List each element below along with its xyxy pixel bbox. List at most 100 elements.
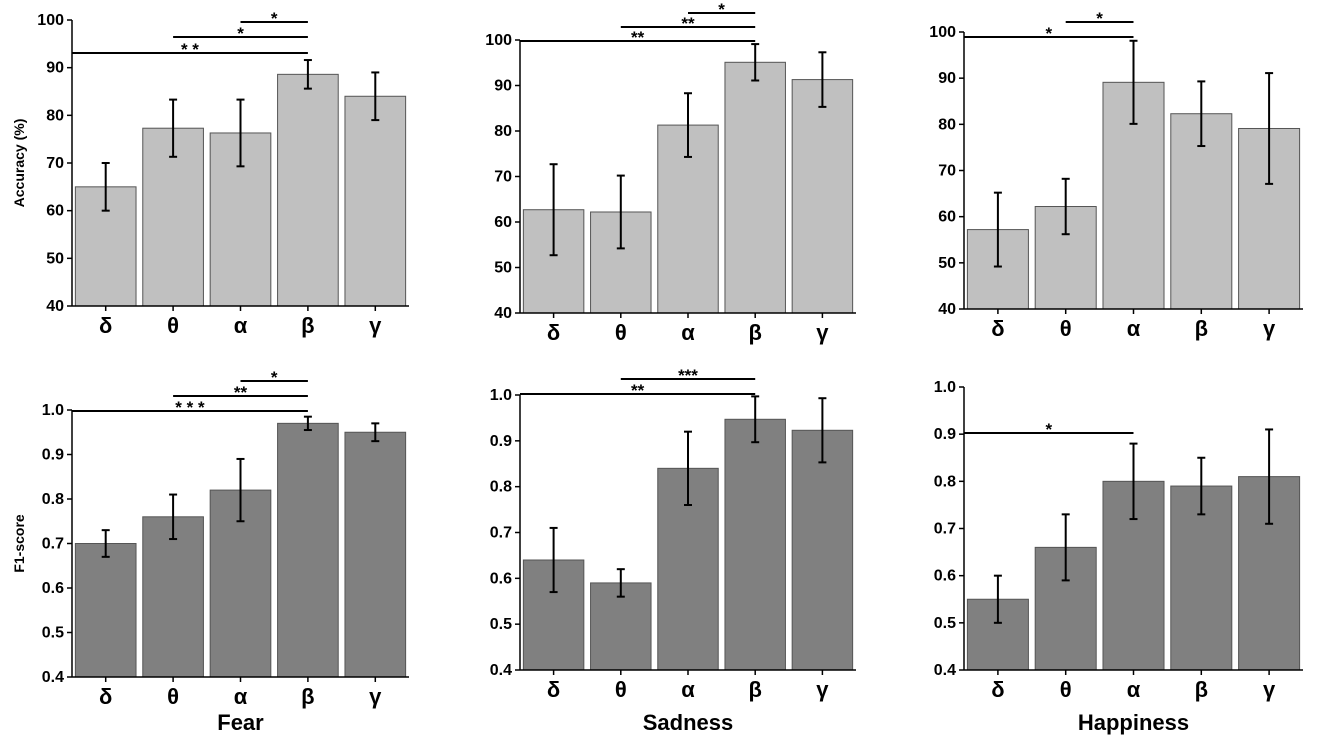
significance-label-f1-fear-0: * bbox=[271, 368, 278, 387]
x-tick-label-f1-sadness-0: δ bbox=[547, 677, 560, 702]
error-bar-f1-fear-1 bbox=[169, 493, 178, 541]
significance-label-f1-sadness-1: ** bbox=[631, 381, 645, 400]
error-bar-accuracy-fear-3 bbox=[303, 59, 312, 90]
y-tick-label-accuracy-sadness-5: 90 bbox=[494, 78, 512, 95]
x-tick-label-f1-happiness-1: θ bbox=[1060, 677, 1072, 702]
x-tick-label-f1-fear-1: θ bbox=[167, 684, 179, 709]
significance-label-accuracy-sadness-2: ** bbox=[631, 28, 645, 47]
y-tick-label-accuracy-sadness-0: 40 bbox=[494, 305, 512, 322]
error-bar-f1-happiness-3 bbox=[1197, 456, 1206, 516]
error-bar-f1-happiness-1 bbox=[1061, 513, 1070, 582]
x-tick-label-accuracy-fear-4: γ bbox=[369, 313, 382, 338]
y-tick-label-f1-happiness-6: 1.0 bbox=[934, 379, 956, 396]
y-tick-label-f1-sadness-0: 0.4 bbox=[490, 662, 512, 679]
bar-f1-sadness-4 bbox=[791, 429, 854, 671]
x-axis-title-f1-sadness: Sadness bbox=[643, 710, 734, 735]
bar-f1-fear-3 bbox=[277, 422, 339, 678]
y-tick-label-accuracy-sadness-4: 80 bbox=[494, 123, 512, 140]
significance-label-f1-happiness-0: * bbox=[1045, 420, 1052, 439]
y-tick-label-f1-fear-6: 1.0 bbox=[42, 402, 64, 419]
x-tick-label-f1-sadness-4: γ bbox=[816, 677, 829, 702]
error-bar-f1-fear-0 bbox=[101, 529, 110, 558]
x-tick-label-accuracy-happiness-4: γ bbox=[1263, 316, 1276, 341]
y-tick-label-accuracy-fear-0: 40 bbox=[46, 298, 64, 315]
error-bar-accuracy-sadness-3 bbox=[751, 43, 760, 82]
y-tick-label-accuracy-sadness-2: 60 bbox=[494, 214, 512, 231]
bar-accuracy-fear-4 bbox=[344, 95, 407, 307]
x-tick-label-accuracy-happiness-1: θ bbox=[1060, 316, 1072, 341]
x-tick-label-accuracy-fear-3: β bbox=[301, 313, 314, 338]
y-tick-label-f1-happiness-2: 0.6 bbox=[934, 568, 956, 585]
x-tick-label-f1-happiness-4: γ bbox=[1263, 677, 1276, 702]
y-tick-label-accuracy-fear-3: 70 bbox=[46, 155, 64, 172]
x-axis-title-f1-happiness: Happiness bbox=[1078, 710, 1189, 735]
error-bar-accuracy-sadness-2 bbox=[684, 92, 692, 158]
bar-f1-fear-1 bbox=[142, 516, 204, 678]
y-tick-label-accuracy-happiness-5: 90 bbox=[938, 70, 956, 87]
bar-accuracy-sadness-4 bbox=[791, 79, 854, 314]
x-tick-label-accuracy-fear-0: δ bbox=[99, 313, 112, 338]
y-tick-label-f1-sadness-1: 0.5 bbox=[490, 616, 512, 633]
x-tick-label-accuracy-sadness-0: δ bbox=[547, 320, 560, 345]
y-tick-label-accuracy-happiness-0: 40 bbox=[938, 301, 956, 318]
y-tick-label-accuracy-happiness-4: 80 bbox=[938, 116, 956, 133]
y-tick-label-f1-happiness-0: 0.4 bbox=[934, 662, 956, 679]
x-tick-label-accuracy-happiness-2: α bbox=[1127, 316, 1141, 341]
y-tick-label-f1-happiness-1: 0.5 bbox=[934, 615, 956, 632]
x-axis-title-f1-fear: Fear bbox=[217, 710, 264, 735]
bar-f1-fear-4 bbox=[344, 431, 407, 678]
error-bar-f1-fear-4 bbox=[371, 422, 380, 443]
error-bar-accuracy-sadness-1 bbox=[616, 174, 625, 250]
x-tick-label-accuracy-fear-2: α bbox=[234, 313, 248, 338]
significance-label-accuracy-fear-2: * * bbox=[181, 40, 199, 59]
y-tick-label-f1-sadness-3: 0.7 bbox=[490, 525, 512, 542]
y-tick-label-f1-fear-2: 0.6 bbox=[42, 580, 64, 597]
significance-label-accuracy-happiness-1: * bbox=[1045, 24, 1052, 43]
bar-accuracy-fear-3 bbox=[277, 73, 339, 307]
error-bar-accuracy-happiness-3 bbox=[1197, 80, 1206, 148]
x-tick-label-f1-sadness-2: α bbox=[681, 677, 695, 702]
error-bar-f1-sadness-2 bbox=[684, 430, 692, 506]
x-tick-label-f1-happiness-2: α bbox=[1127, 677, 1141, 702]
x-tick-label-f1-fear-2: α bbox=[234, 684, 248, 709]
x-tick-label-accuracy-sadness-3: β bbox=[748, 320, 761, 345]
significance-label-f1-sadness-0: *** bbox=[678, 366, 698, 385]
y-tick-label-accuracy-fear-5: 90 bbox=[46, 60, 64, 77]
panel-f1-fear: 0.40.50.60.70.80.91.0δ θ α β γF1-scoreFear**… bbox=[11, 368, 409, 735]
y-tick-label-f1-fear-1: 0.5 bbox=[42, 625, 64, 642]
significance-label-accuracy-sadness-0: * bbox=[718, 0, 725, 19]
y-tick-label-f1-sadness-6: 1.0 bbox=[490, 387, 512, 404]
error-bar-f1-fear-3 bbox=[303, 415, 312, 432]
y-tick-label-accuracy-happiness-3: 70 bbox=[938, 163, 956, 180]
error-bar-accuracy-fear-4 bbox=[371, 71, 380, 122]
error-bar-accuracy-fear-0 bbox=[101, 162, 110, 212]
error-bar-f1-happiness-0 bbox=[993, 574, 1002, 624]
y-tick-label-f1-happiness-5: 0.9 bbox=[934, 426, 956, 443]
y-tick-label-f1-sadness-2: 0.6 bbox=[490, 570, 512, 587]
panel-f1-happiness: 0.4 0.5 0.6 0.7 0.8 0.9 1.0 δ θ α β γ Happiness * bbox=[934, 379, 1303, 735]
error-bar-accuracy-sadness-0 bbox=[549, 163, 558, 257]
y-axis-title-accuracy-fear: Accuracy (%) bbox=[11, 119, 27, 208]
bar-f1-happiness-3 bbox=[1170, 485, 1233, 671]
panel-accuracy-happiness: 40 50 60 70 80 90 100 δ θ α β γ * * bbox=[929, 9, 1303, 341]
error-bar-accuracy-happiness-2 bbox=[1129, 39, 1138, 125]
error-bar-accuracy-fear-2 bbox=[236, 98, 245, 168]
significance-label-accuracy-fear-0: * bbox=[271, 9, 278, 28]
significance-label-accuracy-sadness-1: ** bbox=[681, 14, 695, 33]
y-tick-label-accuracy-fear-2: 60 bbox=[46, 203, 64, 220]
significance-label-f1-fear-1: ** bbox=[234, 383, 248, 402]
x-tick-label-f1-fear-3: β bbox=[301, 684, 314, 709]
x-tick-label-f1-sadness-1: θ bbox=[615, 677, 627, 702]
x-tick-label-f1-happiness-0: δ bbox=[991, 677, 1004, 702]
y-tick-label-f1-fear-0: 0.4 bbox=[42, 669, 64, 686]
x-tick-label-f1-sadness-3: β bbox=[748, 677, 761, 702]
error-bar-accuracy-happiness-1 bbox=[1061, 177, 1070, 236]
bar-f1-fear-0 bbox=[74, 543, 137, 678]
y-tick-label-f1-fear-5: 0.9 bbox=[42, 447, 64, 464]
y-tick-label-accuracy-fear-6: 100 bbox=[37, 12, 64, 29]
x-tick-label-accuracy-happiness-3: β bbox=[1195, 316, 1208, 341]
y-tick-label-f1-sadness-4: 0.8 bbox=[490, 479, 512, 496]
x-tick-label-f1-fear-4: γ bbox=[369, 684, 382, 709]
